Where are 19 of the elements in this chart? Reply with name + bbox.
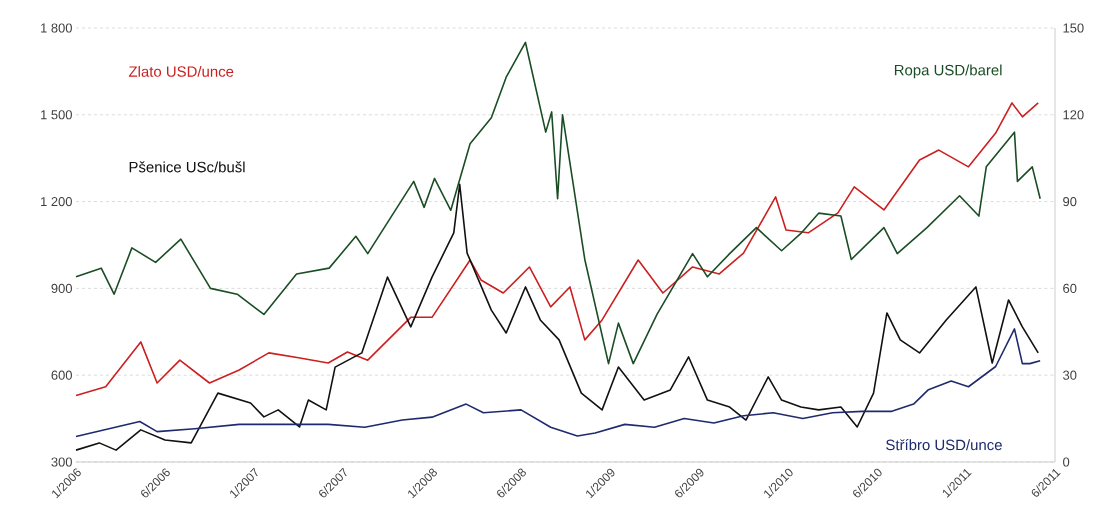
y2-tick-label: 60 — [1063, 283, 1077, 293]
text: Ropa USD/barel — [894, 64, 1002, 79]
text: Zlato USD/unce — [128, 65, 234, 77]
text: Pšenice USc/bušl — [129, 161, 245, 173]
y-tick-label: 900 — [51, 283, 72, 293]
y-tick-label: 600 — [51, 370, 72, 380]
y2-tick-label: 0 — [1063, 457, 1070, 467]
y-tick-label: 300 — [51, 457, 72, 467]
y2-tick-label: 120 — [1063, 110, 1084, 120]
line-series — [75, 183, 1039, 451]
y-tick-label: 1 800 — [41, 23, 72, 33]
y2-tick-label: 90 — [1063, 197, 1077, 207]
y-tick-label: 1 200 — [41, 197, 72, 207]
series-label: Stříbro USD/unce — [886, 439, 1002, 451]
y2-tick-label: 30 — [1063, 370, 1077, 380]
y2-tick-label: 150 — [1063, 23, 1084, 33]
y-tick-label: 1 500 — [41, 110, 72, 120]
line-series — [75, 41, 1041, 365]
line-series — [75, 102, 1039, 397]
